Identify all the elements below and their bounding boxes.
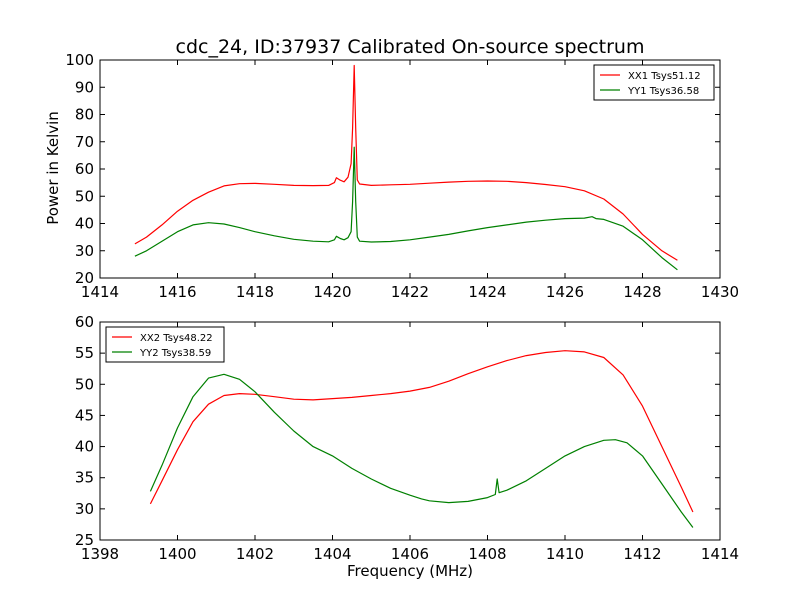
y-axis-label: Power in Kelvin [44,111,62,225]
series-line-2 [149,373,694,528]
legend-entry: YY2 Tsys38.59 [139,348,211,359]
legend-box [593,64,715,101]
y-tick-label: 25 [75,531,94,549]
x-tick-label: 1404 [313,545,351,563]
x-tick-label: 1410 [546,545,584,563]
y-tick-label: 30 [75,242,94,260]
y-tick-label: 20 [75,269,94,287]
x-tick-label: 1420 [313,283,351,301]
y-tick-label: 50 [75,375,94,393]
x-axis-label: Frequency (MHz) [347,562,473,580]
x-tick-label: 1424 [468,283,506,301]
bottom-plot: 1398 1400 1402 1404 1406 1408 1410 1412 1414 25 30… [75,313,739,563]
y-tick-label: 35 [75,469,94,487]
legend-box [105,326,225,363]
y-tick-label: 60 [75,313,94,331]
x-tick-label: 1414 [81,283,119,301]
x-tick-label: 1418 [236,283,274,301]
y-tick-label: 100 [65,51,94,69]
y-tick-label: 80 [75,106,94,124]
x-tick-label: 1408 [468,545,506,563]
legend: XX2 Tsys48.22 YY2 Tsys38.59 [105,326,225,363]
legend: XX1 Tsys51.12 YY1 Tsys36.58 [593,64,715,101]
legend-entry: YY1 Tsys36.58 [627,86,699,97]
x-tick-label: 1414 [701,545,739,563]
x-tick-label: 1430 [701,283,739,301]
legend-entry: XX1 Tsys51.12 [628,71,701,82]
series-line-1 [134,64,678,261]
x-tick-label: 1406 [391,545,429,563]
series-line-1 [149,350,694,513]
x-tick-label: 1426 [546,283,584,301]
x-tick-label: 1400 [158,545,196,563]
chart-title: cdc_24, ID:37937 Calibrated On-source sp… [176,36,645,58]
series-line-2 [134,146,678,271]
y-tick-label: 70 [75,133,94,151]
y-tick-label: 60 [75,160,94,178]
y-tick-label: 55 [75,344,94,362]
y-tick-label: 40 [75,215,94,233]
y-tick-label: 30 [75,500,94,518]
legend-entry: XX2 Tsys48.22 [140,333,213,344]
x-tick-label: 1428 [623,283,661,301]
y-tick-label: 50 [75,187,94,205]
x-tick-label: 1412 [623,545,661,563]
x-tick-label: 1402 [236,545,274,563]
x-tick-label: 1422 [391,283,429,301]
y-tick-label: 40 [75,438,94,456]
x-tick-label: 1398 [81,545,119,563]
top-plot: 1414 1416 1418 1420 1422 1424 1426 1428 1430 20 30… [65,51,739,301]
y-tick-label: 45 [75,406,94,424]
y-tick-label: 90 [75,78,94,96]
x-tick-label: 1416 [158,283,196,301]
